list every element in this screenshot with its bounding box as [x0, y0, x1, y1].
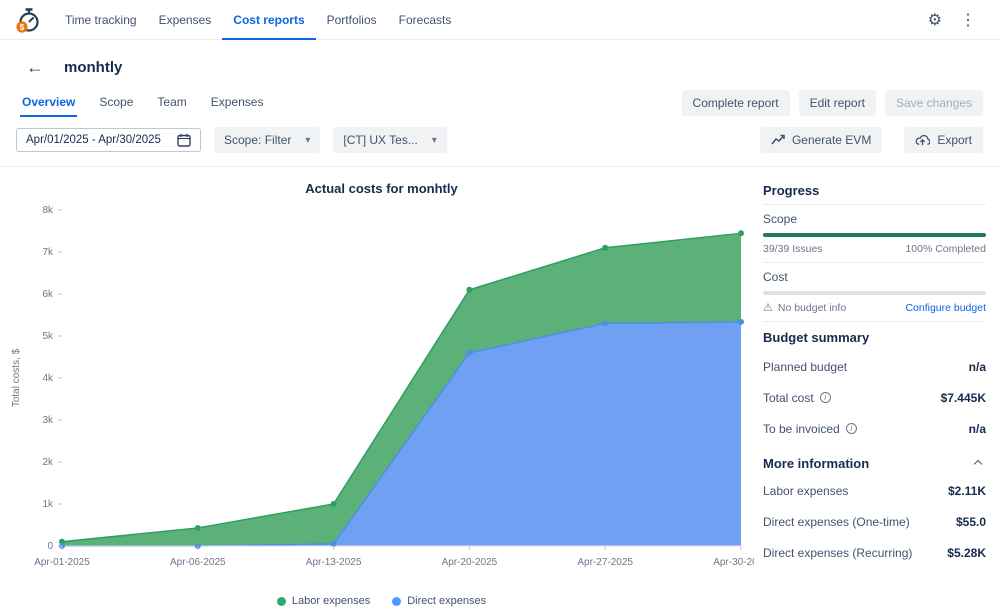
app-logo[interactable]: $ — [14, 6, 42, 34]
report-tabs-row: Overview Scope Team Expenses Complete re… — [0, 88, 999, 117]
settings-gear-icon[interactable]: ⚙ — [919, 10, 951, 30]
scope-filter-select[interactable]: Scope: Filter ▾ — [214, 127, 321, 153]
svg-text:0: 0 — [47, 541, 53, 552]
content: Actual costs for monhtly 0 1k 2k 3k 4k 5k 6k 7k… — [0, 167, 999, 607]
chevron-down-icon: ▾ — [305, 134, 311, 146]
scope-completed-percent: 100% Completed — [905, 243, 986, 255]
back-arrow-icon[interactable]: ← — [26, 57, 44, 77]
chevron-up-icon — [973, 459, 983, 468]
chevron-down-icon: ▾ — [431, 134, 437, 146]
divider — [763, 321, 986, 322]
svg-text:4k: 4k — [42, 373, 54, 384]
svg-text:Apr-30-2025: Apr-30-2025 — [713, 557, 754, 568]
more-row-direct-one-time: Direct expenses (One-time) $55.0 — [763, 514, 986, 529]
actual-costs-chart: 0 1k 2k 3k 4k 5k 6k 7k 8k Apr-01-2025 Apr-06-2025 A… — [11, 205, 769, 568]
svg-text:Apr-20-2025: Apr-20-2025 — [442, 557, 498, 568]
svg-text:Apr-13-2025: Apr-13-2025 — [306, 557, 362, 568]
total-cost-value: $7.445K — [940, 390, 986, 405]
direct-recurring-value: $5.28K — [947, 545, 986, 560]
legend-dot-direct — [392, 596, 402, 606]
svg-text:6k: 6k — [42, 289, 54, 300]
project-filter-select[interactable]: [CT] UX Tes... ▾ — [333, 127, 447, 153]
trend-chart-icon — [771, 134, 785, 145]
svg-text:3k: 3k — [42, 415, 54, 426]
cloud-export-icon — [915, 134, 931, 146]
to-be-invoiced-value: n/a — [968, 421, 986, 436]
divider — [763, 262, 986, 263]
scope-progress-fill — [763, 233, 986, 237]
tab-overview[interactable]: Overview — [20, 88, 78, 117]
complete-report-button[interactable]: Complete report — [681, 89, 790, 116]
svg-text:7k: 7k — [42, 247, 54, 258]
budget-summary-heading: Budget summary — [763, 330, 870, 345]
calendar-icon — [177, 134, 191, 147]
more-information-toggle[interactable]: More information — [763, 452, 986, 475]
legend-dot-labor — [276, 596, 286, 606]
info-icon[interactable]: i — [845, 423, 857, 434]
divider — [763, 204, 986, 205]
date-range-input[interactable] — [26, 134, 174, 146]
report-sidebar: Progress Scope 39/39 Issues 100% Complet… — [757, 167, 999, 607]
no-budget-info: ⚠ No budget info — [763, 301, 847, 315]
direct-one-time-value: $55.0 — [955, 514, 986, 529]
nav-item-portfolios[interactable]: Portfolios — [326, 12, 377, 27]
svg-text:1k: 1k — [42, 499, 54, 510]
legend-item-direct-expenses[interactable]: Direct expenses — [392, 595, 486, 607]
top-nav: $ Time tracking Expenses Cost reports Po… — [0, 0, 999, 40]
export-button[interactable]: Export — [904, 127, 983, 153]
scope-progress-stats: 39/39 Issues 100% Completed — [763, 243, 986, 255]
tab-scope[interactable]: Scope — [99, 95, 134, 109]
info-icon[interactable]: i — [819, 392, 831, 403]
legend-item-labor-expenses[interactable]: Labor expenses — [276, 595, 370, 607]
chart-title: Actual costs for monhtly — [305, 181, 458, 196]
svg-text:Apr-27-2025: Apr-27-2025 — [577, 557, 633, 568]
svg-text:$: $ — [20, 23, 25, 32]
cost-progress-bar — [763, 291, 986, 295]
tab-team[interactable]: Team — [157, 95, 187, 109]
save-changes-button[interactable]: Save changes — [884, 89, 983, 116]
date-range-picker[interactable] — [16, 128, 201, 152]
filter-row: Scope: Filter ▾ [CT] UX Tes... ▾ Generat… — [0, 117, 999, 167]
nav-item-cost-reports[interactable]: Cost reports — [222, 0, 315, 40]
svg-text:5k: 5k — [42, 331, 54, 342]
generate-evm-button[interactable]: Generate EVM — [759, 127, 883, 153]
nav-item-forecasts[interactable]: Forecasts — [398, 12, 452, 27]
nav-item-time-tracking[interactable]: Time tracking — [65, 12, 137, 27]
chart-panel: Actual costs for monhtly 0 1k 2k 3k 4k 5k 6k 7k… — [0, 167, 769, 607]
configure-budget-link[interactable]: Configure budget — [905, 301, 986, 314]
kebab-menu-icon[interactable]: ⋮ — [951, 10, 985, 30]
svg-text:8k: 8k — [42, 205, 54, 216]
tab-expenses[interactable]: Expenses — [210, 95, 264, 109]
edit-report-button[interactable]: Edit report — [798, 89, 876, 116]
scope-progress-bar — [763, 233, 986, 237]
svg-text:Apr-01-2025: Apr-01-2025 — [34, 557, 90, 568]
scope-issues-count: 39/39 Issues — [763, 243, 823, 255]
labor-expenses-value: $2.11K — [947, 483, 986, 498]
nav-item-expenses[interactable]: Expenses — [158, 12, 212, 27]
more-row-direct-recurring: Direct expenses (Recurring) $5.28K — [763, 545, 986, 560]
cost-progress-stats: ⚠ No budget info Configure budget — [763, 301, 986, 315]
budget-row-to-be-invoiced: To be invoiced i n/a — [763, 421, 986, 436]
chart-legend: Labor expenses Direct expenses — [6, 595, 757, 607]
stopwatch-icon: $ — [16, 7, 39, 33]
svg-text:2k: 2k — [42, 457, 54, 468]
page-title: monhtly — [64, 59, 123, 76]
cost-progress-label: Cost — [763, 270, 788, 284]
budget-row-planned: Planned budget n/a — [763, 359, 986, 374]
svg-text:Apr-06-2025: Apr-06-2025 — [170, 557, 226, 568]
progress-heading: Progress — [763, 183, 820, 198]
svg-text:Total costs, $: Total costs, $ — [11, 348, 22, 407]
warning-icon: ⚠ — [763, 302, 773, 314]
budget-row-total-cost: Total cost i $7.445K — [763, 390, 986, 405]
scope-progress-label: Scope — [763, 212, 798, 226]
more-row-labor: Labor expenses $2.11K — [763, 483, 986, 498]
title-row: ← monhtly — [0, 40, 999, 84]
planned-budget-value: n/a — [968, 359, 986, 374]
